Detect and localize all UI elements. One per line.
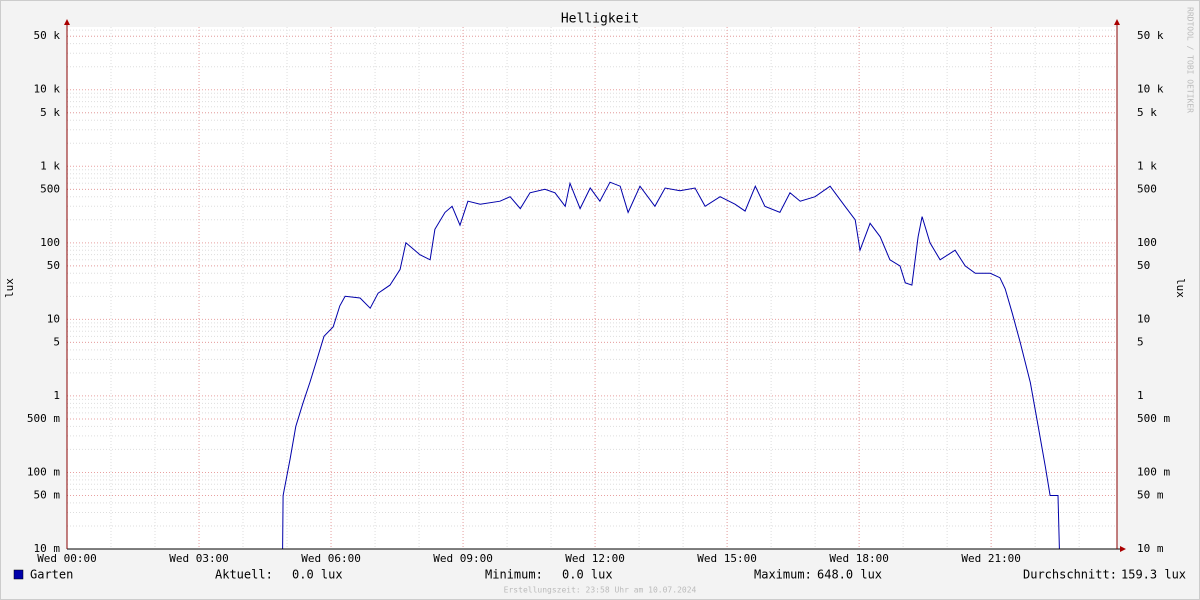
- y2-tick-label: 100: [1137, 236, 1157, 249]
- y2-tick-label: 50: [1137, 259, 1150, 272]
- y-tick-label: 50 m: [34, 488, 61, 501]
- x-tick-label: Wed 18:00: [829, 552, 889, 565]
- y-tick-label: 50 k: [34, 29, 61, 42]
- y2-tick-label: 100 m: [1137, 465, 1170, 478]
- y2-tick-label: 50 k: [1137, 29, 1164, 42]
- y2-tick-label: 10 k: [1137, 83, 1164, 96]
- y2-tick-label: 500 m: [1137, 412, 1170, 425]
- y-tick-label: 500: [40, 182, 60, 195]
- y2-axis-label: lux: [1174, 278, 1187, 298]
- y2-tick-label: 10: [1137, 312, 1150, 325]
- x-tick-label: Wed 12:00: [565, 552, 625, 565]
- x-tick-label: Wed 00:00: [37, 552, 97, 565]
- footer: Erstellungszeit: 23:58 Uhr am 10.07.2024: [504, 586, 697, 595]
- y-tick-label: 5: [53, 335, 60, 348]
- y-tick-label: 100 m: [27, 465, 60, 478]
- plot-area: [67, 27, 1117, 549]
- stat-label: Aktuell:: [215, 568, 273, 582]
- y-tick-label: 1: [53, 389, 60, 402]
- y-tick-label: 50: [47, 259, 60, 272]
- y2-tick-label: 50 m: [1137, 488, 1164, 501]
- stat-value: 0.0 lux: [292, 568, 343, 582]
- y2-tick-label: 5 k: [1137, 106, 1157, 119]
- y-axis-label: lux: [3, 278, 16, 298]
- stat-value: 0.0 lux: [562, 568, 613, 582]
- x-tick-label: Wed 15:00: [697, 552, 757, 565]
- y-tick-label: 500 m: [27, 412, 60, 425]
- y2-tick-label: 500: [1137, 182, 1157, 195]
- y2-tick-label: 10 m: [1137, 542, 1164, 555]
- watermark: RRDTOOL / TOBI OETIKER: [1186, 7, 1195, 113]
- stat-label: Durchschnitt:: [1023, 568, 1117, 582]
- x-tick-label: Wed 06:00: [301, 552, 361, 565]
- series-line: [67, 181, 1117, 550]
- y-tick-label: 5 k: [40, 106, 60, 119]
- stat-label: Maximum:: [754, 568, 812, 582]
- y2-tick-label: 5: [1137, 335, 1144, 348]
- y2-tick-label: 1: [1137, 389, 1144, 402]
- marks: [67, 181, 1117, 550]
- grid: [66, 27, 1117, 550]
- x-tick-label: Wed 03:00: [169, 552, 229, 565]
- x-tick-label: Wed 21:00: [961, 552, 1021, 565]
- y-tick-label: 10 m: [34, 542, 61, 555]
- stat-value: 159.3 lux: [1121, 568, 1186, 582]
- legend-swatch: [13, 569, 24, 580]
- y-tick-label: 1 k: [40, 159, 60, 172]
- stat-label: Minimum:: [485, 568, 543, 582]
- chart-title: Helligkeit: [561, 12, 639, 27]
- legend-label: Garten: [30, 568, 73, 582]
- x-tick-label: Wed 09:00: [433, 552, 493, 565]
- stat-value: 648.0 lux: [817, 568, 882, 582]
- y-tick-label: 10: [47, 312, 60, 325]
- y-tick-label: 100: [40, 236, 60, 249]
- y2-tick-label: 1 k: [1137, 159, 1157, 172]
- y-tick-label: 10 k: [34, 83, 61, 96]
